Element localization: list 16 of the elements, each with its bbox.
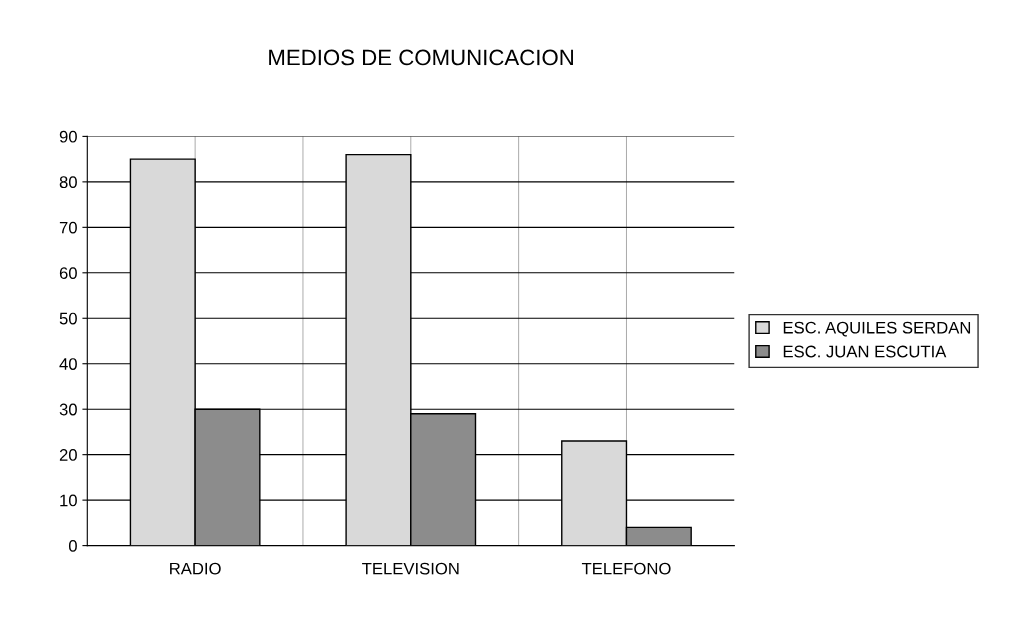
y-tick-label: 10 bbox=[60, 494, 77, 507]
chart-title: MEDIOS DE COMUNICACION bbox=[269, 49, 573, 66]
y-tick-label: 60 bbox=[59, 267, 77, 279]
y-tick-label: 30 bbox=[59, 403, 77, 416]
x-tick-label: TELEVISION bbox=[362, 562, 459, 575]
y-tick-label: 90 bbox=[59, 130, 77, 143]
y-tick-label: 0 bbox=[68, 540, 77, 552]
legend-label: ESC. AQUILES SERDAN bbox=[783, 321, 971, 337]
y-tick-label: 80 bbox=[59, 176, 77, 189]
x-tick-label: TELEFONO bbox=[581, 562, 671, 575]
y-tick-label: 20 bbox=[59, 449, 77, 461]
y-tick-label: 50 bbox=[59, 312, 77, 325]
x-tick-label: RADIO bbox=[170, 562, 221, 575]
y-tick-label: 70 bbox=[59, 221, 77, 234]
y-tick-label: 40 bbox=[59, 358, 77, 370]
legend-label: ESC. JUAN ESCUTIA bbox=[783, 345, 947, 358]
